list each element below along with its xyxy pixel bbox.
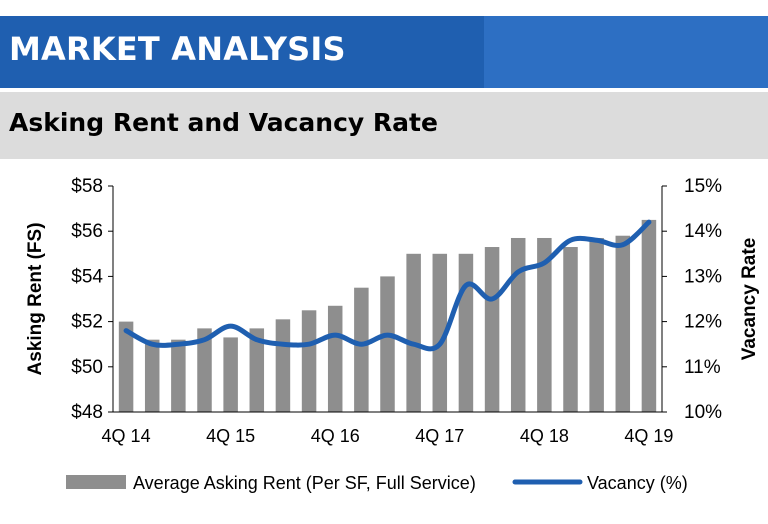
rent-bar — [275, 319, 291, 412]
y2-tick-label: 12% — [684, 312, 722, 333]
rent-bar — [144, 339, 160, 412]
rent-bar — [537, 237, 552, 412]
rent-vacancy-chart: $48 $50 $52 $54 $56 $58 10% 11% 12% 13% 14% 15% 4Q 1… — [25, 176, 760, 493]
legend-rent-label: Average Asking Rent (Per SF, Full Servic… — [133, 473, 476, 493]
rent-bar — [406, 253, 421, 412]
y-tick-label: $56 — [71, 221, 103, 242]
rent-bar — [432, 253, 448, 412]
y-tick-label: $54 — [71, 266, 103, 287]
y2-tick-label: 10% — [684, 402, 722, 423]
rent-bar — [118, 321, 134, 412]
axis-layer: $48 $50 $52 $54 $56 $58 10% 11% 12% 13% 14% 15% 4Q 1… — [25, 176, 760, 446]
header-accent — [484, 16, 768, 88]
rent-bar — [615, 235, 631, 412]
y2-tick-label: 15% — [684, 176, 722, 197]
y2-tick-label: 13% — [684, 266, 722, 287]
rent-bar — [223, 337, 238, 412]
rent-bar — [327, 305, 343, 412]
rent-bar — [563, 247, 578, 412]
rent-bar — [589, 237, 604, 412]
y-tick-label: $48 — [71, 402, 103, 423]
y-tick-label: $50 — [71, 357, 103, 378]
rent-bar — [458, 253, 474, 412]
header-bar: MARKET ANALYSIS — [0, 16, 768, 88]
x-tick-label: 4Q 17 — [415, 426, 464, 446]
rent-bar — [354, 287, 369, 412]
legend-vacancy-label: Vacancy (%) — [587, 473, 688, 493]
x-tick-label: 4Q 15 — [206, 426, 255, 446]
chart-section-title: Asking Rent and Vacancy Rate — [9, 108, 438, 137]
x-tick-label: 4Q 19 — [624, 426, 673, 446]
subheader-bar: Asking Rent and Vacancy Rate — [0, 92, 768, 159]
page-title: MARKET ANALYSIS — [9, 30, 346, 68]
rent-bar — [641, 219, 657, 412]
rent-bar — [380, 276, 395, 412]
x-tick-label: 4Q 18 — [520, 426, 569, 446]
x-tick-label: 4Q 14 — [102, 426, 151, 446]
y-axis-label: Asking Rent (FS) — [25, 222, 46, 375]
y2-tick-label: 11% — [684, 357, 721, 378]
y-tick-label: $58 — [71, 176, 103, 197]
legend-rent-swatch — [66, 475, 126, 489]
rent-bar — [197, 328, 212, 412]
legend-layer: Average Asking Rent (Per SF, Full Servic… — [66, 473, 688, 493]
y2-tick-label: 14% — [684, 221, 722, 242]
line-layer — [123, 219, 652, 352]
bars-layer — [118, 219, 657, 412]
y-tick-label: $52 — [71, 312, 103, 333]
rent-bar — [171, 339, 186, 412]
x-tick-label: 4Q 16 — [311, 426, 360, 446]
rent-bar — [510, 237, 526, 412]
y2-axis-label: Vacancy Rate — [739, 238, 760, 361]
rent-bar — [249, 328, 265, 412]
rent-bar — [301, 310, 317, 412]
rent-bar — [484, 247, 500, 412]
vacancy-line — [123, 219, 652, 352]
